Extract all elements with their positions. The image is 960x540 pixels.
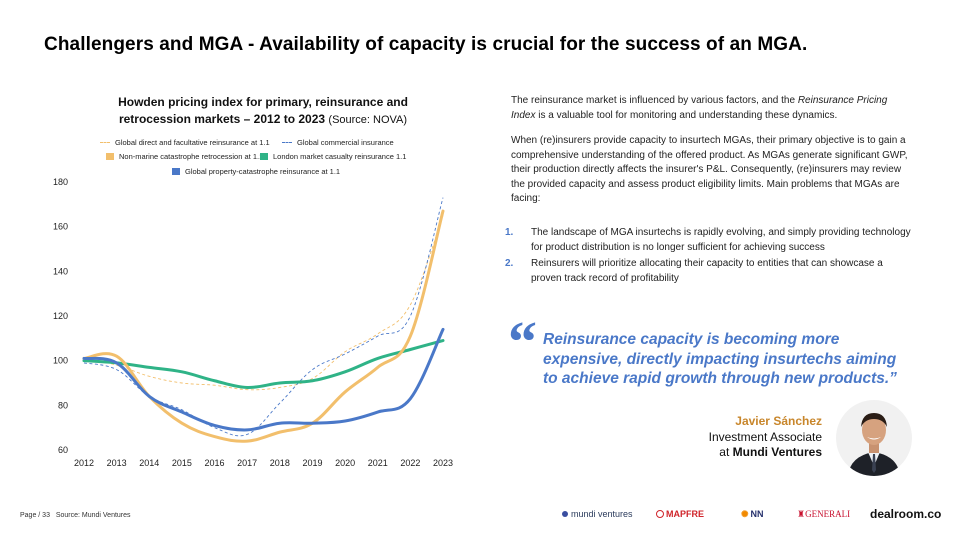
legend-item: Global direct and facultative reinsuranc… [100, 138, 270, 147]
logo-text: dealroom.co [870, 507, 942, 521]
legend-item: Non-marine catastrophe retrocession at 1… [106, 152, 263, 161]
source-text: Mundi Ventures [81, 512, 131, 519]
list-item: 2. Reinsurers will prioritize allocating… [505, 257, 915, 286]
logo-generali: ♜GENERALI [797, 509, 850, 520]
list-item: 1. The landscape of MGA insurtechs is ra… [505, 226, 915, 255]
legend-swatch [260, 153, 268, 160]
x-tick-label: 2015 [172, 458, 192, 468]
mapfre-icon [656, 510, 664, 518]
quote-mark-icon: “ [508, 309, 537, 374]
series-line [82, 327, 445, 432]
list-number: 2. [505, 258, 514, 269]
chart-source-note: (Source: NOVA) [328, 114, 408, 126]
series-line [83, 197, 444, 437]
x-tick-label: 2022 [400, 458, 420, 468]
paragraph: The reinsurance market is influenced by … [511, 94, 911, 123]
author-org-line: at Mundi Ventures [650, 445, 822, 461]
x-tick-label: 2017 [237, 458, 257, 468]
legend-swatch [282, 142, 292, 143]
logo-mapfre: MAPFRE [656, 509, 704, 519]
description: The reinsurance market is influenced by … [511, 94, 911, 218]
paragraph: When (re)insurers provide capacity to in… [511, 135, 908, 204]
line-chart: 180 160 140 120 100 80 60 2012 2013 2014 2015 2016 2… [53, 177, 453, 468]
paragraph-text: The reinsurance market is influenced by … [511, 95, 798, 106]
nn-lion-icon: ✺ [741, 509, 749, 519]
legend-item: London market casualty reinsurance 1.1 [260, 152, 406, 161]
author-org: Mundi Ventures [732, 445, 822, 459]
y-tick-label: 140 [53, 266, 68, 276]
legend-label: Global direct and facultative reinsuranc… [115, 138, 270, 147]
x-tick-label: 2018 [270, 458, 290, 468]
x-tick-label: 2014 [139, 458, 159, 468]
legend-label: Global commercial insurance [297, 138, 394, 147]
series-line [83, 215, 444, 391]
list-text: Reinsurers will prioritize allocating th… [531, 258, 883, 284]
x-tick-label: 2019 [302, 458, 322, 468]
chart-title-text: Howden pricing index for primary, reinsu… [118, 95, 408, 126]
author-role: Investment Associate [708, 429, 822, 444]
footer: Page / 33 Source: Mundi Ventures [20, 512, 131, 519]
legend-swatch [100, 142, 110, 143]
list-number: 1. [505, 227, 514, 238]
page-number: Page / 33 [20, 512, 50, 519]
mundi-icon [562, 511, 568, 517]
quote-author: Javier Sánchez Investment Associate at M… [650, 414, 822, 461]
logo-mundi: mundi ventures [562, 509, 633, 519]
x-tick-label: 2021 [368, 458, 388, 468]
y-tick-label: 100 [53, 356, 68, 366]
page-title: Challengers and MGA - Availability of ca… [44, 34, 808, 55]
list-text: The landscape of MGA insurtechs is rapid… [531, 227, 911, 253]
generali-icon: ♜ [797, 509, 806, 519]
y-tick-label: 160 [53, 222, 68, 232]
legend-swatch [172, 168, 180, 175]
problems-list: 1. The landscape of MGA insurtechs is ra… [505, 226, 915, 288]
logo-dealroom: dealroom.co [870, 507, 941, 521]
x-tick-label: 2020 [335, 458, 355, 468]
x-tick-label: 2016 [205, 458, 225, 468]
y-tick-label: 60 [58, 445, 68, 455]
paragraph-emphasis: Reinsurance Pricing Index [511, 95, 888, 121]
avatar [836, 400, 912, 476]
x-tick-label: 2013 [107, 458, 127, 468]
chart-title: Howden pricing index for primary, reinsu… [90, 94, 436, 129]
logo-text: NN [750, 509, 764, 519]
y-tick-label: 180 [53, 177, 68, 187]
x-tick-label: 2023 [433, 458, 453, 468]
legend-label: Global property-catastrophe reinsurance … [185, 167, 341, 176]
legend-label: London market casualty reinsurance 1.1 [273, 152, 407, 161]
y-tick-label: 120 [53, 311, 68, 321]
person-photo-icon [848, 413, 900, 476]
legend-label: Non-marine catastrophe retrocession at 1… [119, 152, 264, 161]
quote-text: Reinsurance capacity is becoming more ex… [543, 331, 897, 387]
y-tick-label: 80 [58, 400, 68, 410]
legend-swatch [106, 153, 114, 160]
series-line [82, 339, 445, 389]
author-at: at [719, 445, 730, 459]
source-label: Source: [55, 512, 80, 519]
logo-text: GENERALI [805, 509, 851, 519]
logo-text: mundi ventures [571, 509, 633, 519]
paragraph-text: is a valuable tool for monitoring and un… [535, 109, 838, 121]
legend-item: Global property-catastrophe reinsurance … [172, 167, 340, 176]
logo-nn: ✺ NN [741, 509, 764, 520]
author-name: Javier Sánchez [735, 414, 822, 428]
series-line [82, 209, 445, 443]
logo-text: MAPFRE [666, 509, 704, 519]
legend-item: Global commercial insurance [282, 138, 394, 147]
x-tick-label: 2012 [74, 458, 94, 468]
